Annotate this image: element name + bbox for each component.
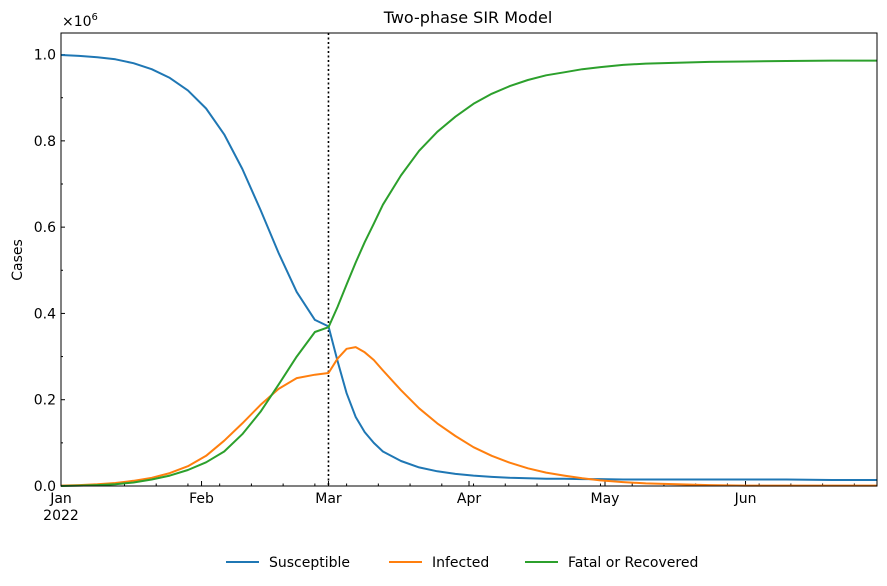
y-scale-exponent: 6 [92, 12, 98, 23]
y-tick-label: 1.0 [34, 48, 56, 64]
x-tick-label: May [591, 491, 620, 507]
x-tick-label: Apr [457, 491, 481, 507]
legend-label: Fatal or Recovered [568, 555, 698, 571]
plot-area: 0.0 0.2 0.4 0.6 0.8 1.0 Jan Feb Mar Apr May Jun 2022 [34, 33, 877, 524]
y-tick-label: 0.0 [34, 479, 56, 495]
series-line [60, 54, 877, 481]
series-line [60, 346, 877, 487]
y-tick-label: 0.6 [34, 220, 56, 236]
y-tick-label: 0.4 [34, 306, 56, 322]
y-axis-label: Cases [10, 239, 26, 281]
legend-label: Susceptible [269, 555, 350, 571]
x-tick-label: Jan [49, 491, 72, 507]
x-tick-label: Jun [734, 491, 757, 507]
chart-title: Two-phase SIR Model [383, 8, 553, 27]
plot-frame [60, 32, 878, 487]
y-tick-label: 0.8 [34, 134, 56, 150]
x-tick-label: Feb [189, 491, 214, 507]
legend: Susceptible Infected Fatal or Recovered [226, 555, 698, 571]
y-scale-label: ×106 [62, 12, 98, 30]
series-line [60, 59, 877, 487]
x-tick-year-label: 2022 [43, 508, 79, 524]
legend-label: Infected [432, 555, 489, 571]
x-tick-label: Mar [315, 491, 342, 507]
y-tick-label: 0.2 [34, 393, 56, 409]
